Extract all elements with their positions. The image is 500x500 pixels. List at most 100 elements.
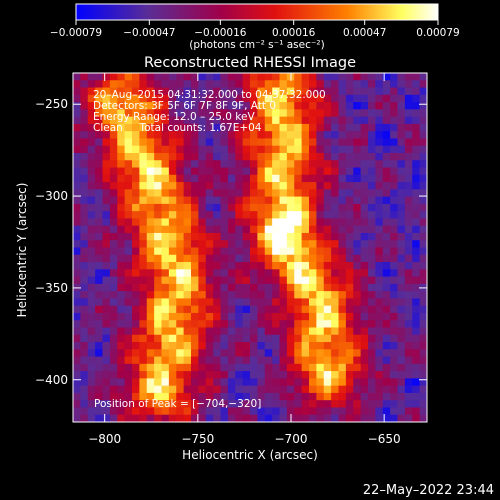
heatmap-cell [264, 414, 273, 422]
heatmap-cell [294, 196, 303, 205]
heatmap-cell [272, 400, 281, 409]
heatmap-cell [80, 109, 89, 118]
heatmap-cell [109, 80, 118, 89]
heatmap-cell [117, 291, 126, 299]
heatmap-cell [205, 414, 214, 422]
heatmap-cell [132, 232, 140, 241]
heatmap-cell [168, 152, 177, 161]
heatmap-cell [323, 240, 332, 249]
heatmap-cell [220, 392, 229, 401]
y-tick-label: −250 [35, 97, 68, 111]
heatmap-cell [73, 109, 81, 118]
heatmap-cell [205, 196, 214, 205]
heatmap-cell [397, 94, 406, 103]
heatmap-cell [154, 356, 163, 365]
heatmap-cell [301, 123, 310, 132]
heatmap-cell [242, 262, 251, 270]
heatmap-cell [286, 262, 295, 270]
heatmap-cell [250, 80, 258, 89]
heatmap-cell [198, 407, 207, 416]
heatmap-cell [345, 385, 354, 394]
heatmap-cell [368, 174, 376, 183]
heatmap-cell [279, 116, 288, 125]
heatmap-cell [294, 312, 303, 321]
heatmap-cell [397, 262, 406, 270]
heatmap-cell [353, 276, 362, 285]
heatmap-cell [279, 240, 288, 249]
heatmap-cell [397, 80, 406, 89]
heatmap-cell [176, 385, 185, 394]
heatmap-cell [323, 342, 332, 350]
heatmap-cell [176, 138, 185, 147]
heatmap-cell [102, 276, 111, 285]
heatmap-cell [205, 94, 214, 103]
heatmap-cell [95, 123, 104, 132]
heatmap-cell [95, 276, 104, 285]
heatmap-cell [286, 225, 295, 234]
heatmap-cell [301, 305, 310, 314]
heatmap-cell [375, 152, 384, 161]
heatmap-cell [87, 407, 96, 416]
annotation-time: 20–Aug–2015 04:31:32.000 to 04:37:32.000 [93, 89, 326, 101]
heatmap-cell [353, 363, 362, 372]
heatmap-cell [286, 283, 295, 292]
heatmap-cell [279, 189, 288, 198]
heatmap-cell [161, 232, 170, 241]
heatmap-cell [198, 298, 207, 307]
heatmap-cell [124, 87, 133, 96]
heatmap-cell [368, 232, 376, 241]
heatmap-cell [139, 269, 148, 278]
heatmap-cell [191, 262, 199, 270]
heatmap-cell [360, 334, 369, 343]
heatmap-cell [309, 196, 317, 205]
heatmap-cell [279, 94, 288, 103]
heatmap-cell [294, 167, 303, 176]
heatmap-cell [132, 283, 140, 292]
heatmap-cell [213, 283, 222, 292]
heatmap-cell [146, 232, 155, 241]
heatmap-cell [124, 138, 133, 147]
heatmap-cell [309, 378, 317, 387]
heatmap-cell [95, 363, 104, 372]
heatmap-cell [397, 400, 406, 409]
heatmap-cell [176, 392, 185, 401]
heatmap-cell [161, 291, 170, 299]
heatmap-cell [124, 269, 133, 278]
heatmap-cell [404, 109, 413, 118]
heatmap-cell [146, 160, 155, 169]
heatmap-cell [80, 400, 89, 409]
heatmap-cell [382, 305, 391, 314]
heatmap-cell [109, 240, 118, 249]
heatmap-cell [95, 400, 104, 409]
heatmap-cell [390, 276, 399, 285]
heatmap-cell [176, 189, 185, 198]
heatmap-cell [161, 254, 170, 263]
heatmap-cell [257, 116, 266, 125]
heatmap-cell [301, 203, 310, 212]
heatmap-cell [227, 196, 236, 205]
heatmap-cell [198, 312, 207, 321]
heatmap-cell [316, 392, 325, 401]
y-tick-label: −400 [35, 373, 68, 387]
heatmap-cell [360, 400, 369, 409]
heatmap-cell [419, 116, 427, 125]
heatmap-cell [161, 305, 170, 314]
heatmap-cell [257, 145, 266, 154]
heatmap-cell [250, 232, 258, 241]
heatmap-cell [309, 356, 317, 365]
heatmap-cell [345, 334, 354, 343]
heatmap-cell [213, 145, 222, 154]
heatmap-cell [397, 203, 406, 212]
heatmap-cell [316, 123, 325, 132]
heatmap-cell [345, 262, 354, 270]
heatmap-cell [397, 182, 406, 190]
heatmap-cell [183, 269, 192, 278]
heatmap-cell [132, 371, 140, 379]
heatmap-cell [117, 94, 126, 103]
heatmap-cell [102, 203, 111, 212]
heatmap-cell [294, 400, 303, 409]
heatmap-cell [316, 94, 325, 103]
heatmap-cell [390, 225, 399, 234]
heatmap-cell [301, 356, 310, 365]
heatmap-cell [176, 342, 185, 350]
